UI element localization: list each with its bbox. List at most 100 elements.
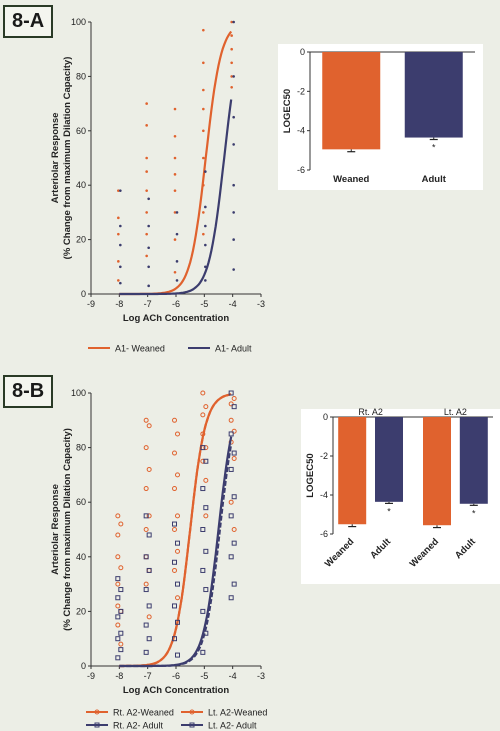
legend-label: A1- Weaned [115,344,165,354]
data-point [147,246,150,250]
data-point [175,260,179,263]
data-point [175,619,180,625]
data-point [143,486,149,492]
y-axis-title: Arteriolar Response [50,484,61,575]
data-point [232,20,235,24]
data-point [115,603,121,609]
data-point [119,224,122,228]
data-point [172,521,177,527]
data-point [143,622,149,628]
y-tick-label: 40 [76,552,86,562]
x-tick-label: -4 [229,299,237,309]
bar [338,417,367,525]
data-point [231,395,237,401]
data-point [231,494,237,500]
data-point [200,608,206,614]
data-point [115,595,121,601]
data-point [115,655,121,661]
data-point [173,156,177,160]
data-point [146,423,152,429]
data-point [200,486,206,492]
data-point [147,284,150,288]
x-tick-label: -7 [144,671,152,681]
data-point [173,189,177,192]
data-point [230,34,233,37]
data-point [232,115,235,119]
data-point [145,254,148,258]
data-point [204,205,207,209]
data-point [146,614,152,620]
y-tick-label: -6 [320,529,328,539]
y-tick-label: -2 [297,86,305,96]
x-tick-label: -5 [200,671,208,681]
data-point [146,567,152,573]
data-point [119,265,122,269]
data-point [146,532,152,538]
data-point [175,279,179,282]
data-point [203,513,209,519]
x-tick-label: -8 [115,299,123,309]
group-title: Rt. A2 [358,407,383,417]
data-point [232,143,235,146]
data-point [202,156,205,160]
data-point [173,134,177,138]
y-axis-subtitle: (% Change from maximum Dilation Capacity… [62,428,73,631]
data-point [118,608,124,614]
legend-marker [189,709,195,715]
data-point [230,75,233,78]
x-tick-label: -6 [172,299,180,309]
data-point [175,540,180,546]
data-point [173,107,177,111]
data-point [230,20,233,24]
data-point [145,211,148,214]
data-point [203,505,209,511]
data-point [143,527,149,532]
data-point [231,540,237,546]
x-tick-label: -9 [87,299,95,309]
data-point [175,431,180,437]
y-tick-label: -4 [320,490,328,500]
y-tick-label: -2 [320,451,328,461]
data-point [147,265,150,269]
data-point [230,47,233,51]
data-point [175,595,180,601]
data-point [173,211,177,214]
y-axis-subtitle: (% Change from maximum Dilation Capacity… [62,57,73,260]
data-point [118,521,124,527]
y-tick-label: 40 [76,180,86,190]
data-point [117,260,120,263]
data-point [175,472,180,478]
data-point [203,445,209,451]
data-point [145,102,148,105]
data-point [228,554,234,560]
data-point [202,211,205,214]
data-point [203,548,209,554]
data-point [118,608,124,614]
data-point [200,649,206,655]
data-point [172,486,177,492]
data-point [175,548,180,554]
fit-curve [119,30,233,296]
data-point [228,417,234,423]
x-tick-label: -6 [172,671,180,681]
data-point [172,450,177,456]
data-point [143,587,149,593]
data-point [143,554,149,560]
panel-label-b: 8-B [3,375,54,408]
data-point [200,567,206,573]
y-tick-label: 60 [76,497,86,507]
data-point [228,499,234,505]
fit-curve [119,443,233,668]
y-axis-title: LOGEC50 [282,89,293,133]
legend-label: Rt. A2-Weaned [113,708,174,718]
data-point [228,595,234,601]
bar [459,417,488,504]
data-point [175,652,180,658]
data-point [231,527,237,532]
data-point [231,450,237,456]
data-point [232,183,235,187]
data-point [115,532,121,538]
data-point [118,647,124,653]
data-point [228,466,234,472]
data-point [145,170,148,173]
